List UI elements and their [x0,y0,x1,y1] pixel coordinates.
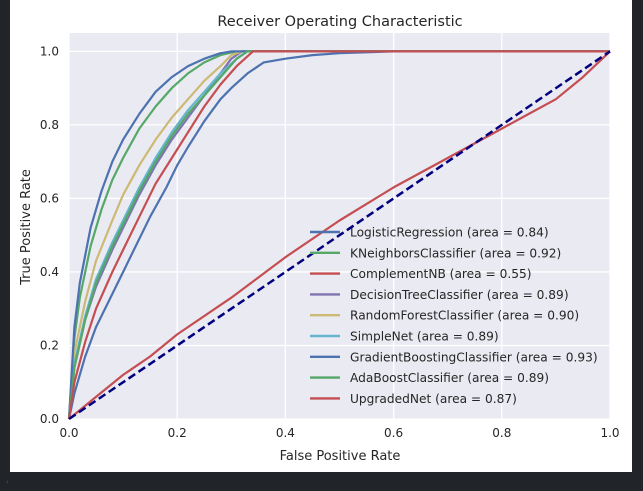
x-tick-label: 0.2 [168,426,187,440]
y-tick-label: 0.2 [40,338,59,352]
roc-chart: 0.0 0.2 0.4 0.6 0.8 1.0 0.0 0.2 0.4 0.6 0.8 1.0 Re… [19,14,620,464]
legend-label-7: GradientBoostingClassifier (area = 0.93) [350,350,598,364]
y-axis-label: True Positive Rate [19,169,34,286]
x-axis-label: False Positive Rate [280,449,401,464]
legend-label-9: UpgradedNet (area = 0.87) [350,392,517,406]
series-line-1 [67,50,610,420]
series-line-5 [67,50,610,420]
series-line-2 [67,50,610,420]
y-tick-label: 0.0 [40,412,59,426]
legend: LogisticRegression (area = 0.84) KNeighbo… [310,226,598,406]
legend-label-8: AdaBoostClassifier (area = 0.89) [350,371,549,385]
y-tick-label: 1.0 [40,44,59,58]
legend-label-4: DecisionTreeClassifier (area = 0.89) [350,288,569,302]
x-tick-labels: 0.0 0.2 0.4 0.6 0.8 1.0 [59,426,619,440]
x-tick-label: 0.4 [276,426,295,440]
chart-title: Receiver Operating Characteristic [217,14,462,30]
y-tick-label: 0.8 [40,118,59,132]
y-tick-labels: 0.0 0.2 0.4 0.6 0.8 1.0 [40,44,59,426]
series-line-7 [67,50,610,420]
y-tick-label: 0.4 [40,265,59,279]
x-tick-label: 0.6 [384,426,403,440]
series-line-9 [67,50,610,420]
plot-background [69,33,610,419]
chart-figure: 0.0 0.2 0.4 0.6 0.8 1.0 0.0 0.2 0.4 0.6 0.8 1.0 Re… [10,0,632,472]
x-tick-label: 0.0 [59,426,78,440]
roc-curves [67,50,611,420]
corner-glyph: ‹ [6,478,9,486]
legend-label-1: LogisticRegression (area = 0.84) [350,226,549,240]
x-tick-label: 0.8 [492,426,511,440]
legend-label-6: SimpleNet (area = 0.89) [350,330,499,344]
chance-diagonal [68,50,611,421]
grid-lines [68,33,611,420]
legend-label-5: RandomForestClassifier (area = 0.90) [350,309,579,323]
y-tick-label: 0.6 [40,191,59,205]
series-line-3 [68,50,611,420]
x-tick-label: 1.0 [600,426,619,440]
series-line-8 [67,50,610,420]
legend-label-3: ComplementNB (area = 0.55) [350,267,531,281]
legend-label-2: KNeighborsClassifier (area = 0.92) [350,246,561,260]
